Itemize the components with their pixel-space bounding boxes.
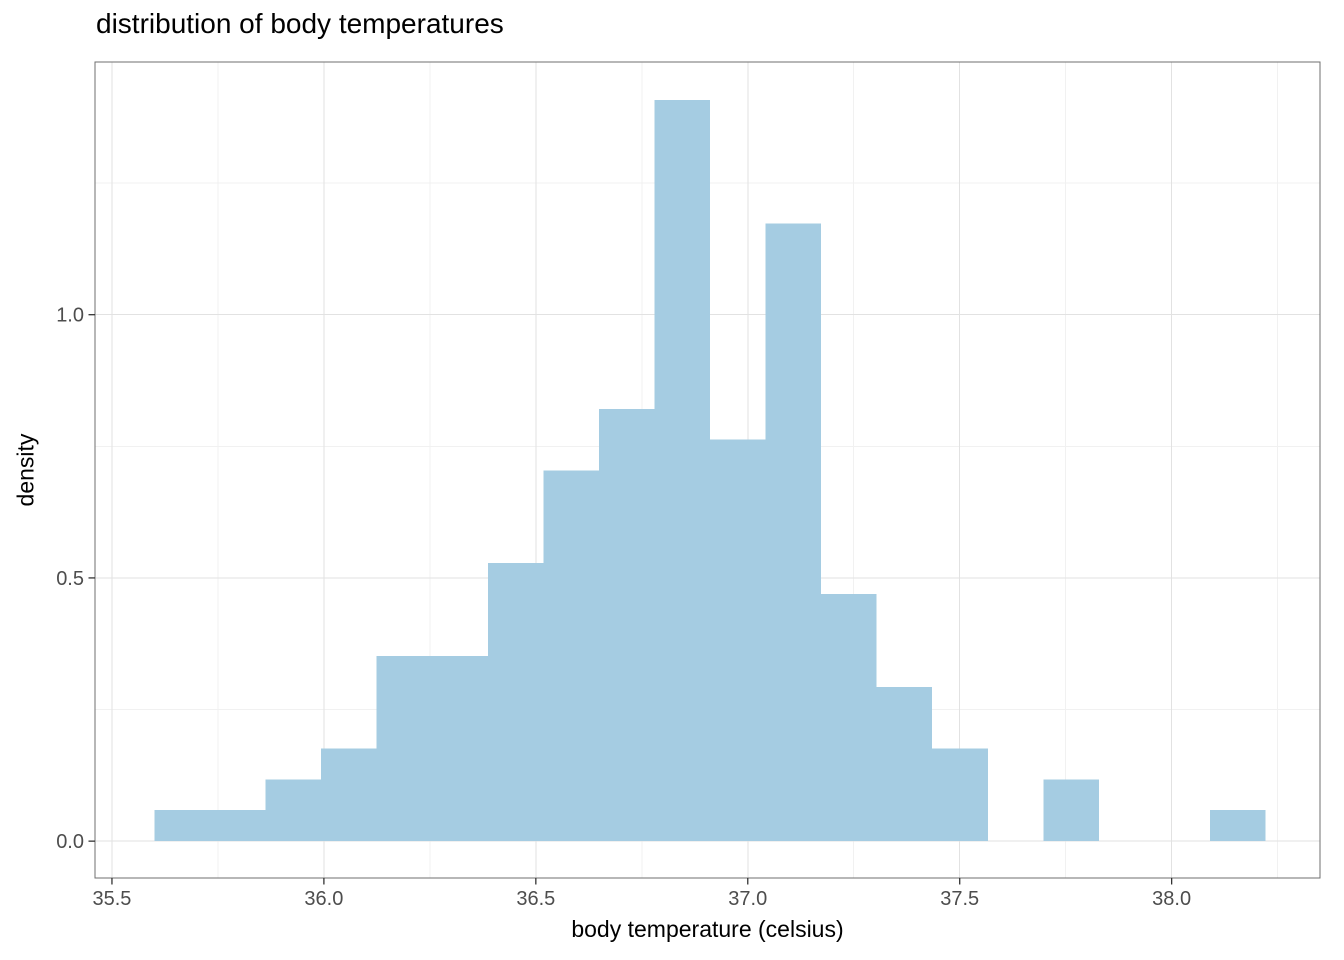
x-tick-label: 37.5 xyxy=(940,888,979,910)
panel-border xyxy=(94,61,1321,879)
x-tick-label: 36.5 xyxy=(516,888,555,910)
histogram-bar xyxy=(320,748,377,842)
histogram-bar xyxy=(765,223,822,842)
y-tick-label: 1.0 xyxy=(56,305,84,327)
histogram-bar xyxy=(932,748,989,842)
x-axis-title: body temperature (celsius) xyxy=(571,916,844,942)
histogram-bar xyxy=(876,686,933,842)
histogram-bar xyxy=(265,779,321,842)
histogram-bar xyxy=(598,408,655,842)
y-tick-label: 0.5 xyxy=(56,568,84,590)
histogram-bar xyxy=(821,594,877,842)
chart-title: distribution of body temperatures xyxy=(96,8,504,39)
x-tick-label: 35.5 xyxy=(92,888,131,910)
axis-tick-marks xyxy=(88,314,1173,885)
histogram-bars xyxy=(154,99,1266,842)
histogram-bar xyxy=(1043,779,1100,842)
histogram-bar xyxy=(654,99,711,842)
histogram-bar xyxy=(154,810,210,842)
histogram-bar xyxy=(487,563,544,842)
histogram-bar xyxy=(376,655,433,842)
x-tick-label: 37.0 xyxy=(728,888,767,910)
histogram-bar xyxy=(1210,810,1266,842)
x-tick-label: 36.0 xyxy=(304,888,343,910)
histogram-bar xyxy=(543,470,599,842)
histogram-bar xyxy=(710,439,766,842)
histogram-bar xyxy=(432,655,488,842)
y-axis-title: density xyxy=(12,433,39,507)
axis-tick-labels: 35.5 36.0 36.5 37.0 37.5 38.0 0.0 0.5 1.0 xyxy=(56,305,1191,910)
x-tick-label: 38.0 xyxy=(1152,888,1191,910)
y-tick-label: 0.0 xyxy=(56,831,84,853)
histogram-bar xyxy=(209,810,266,842)
